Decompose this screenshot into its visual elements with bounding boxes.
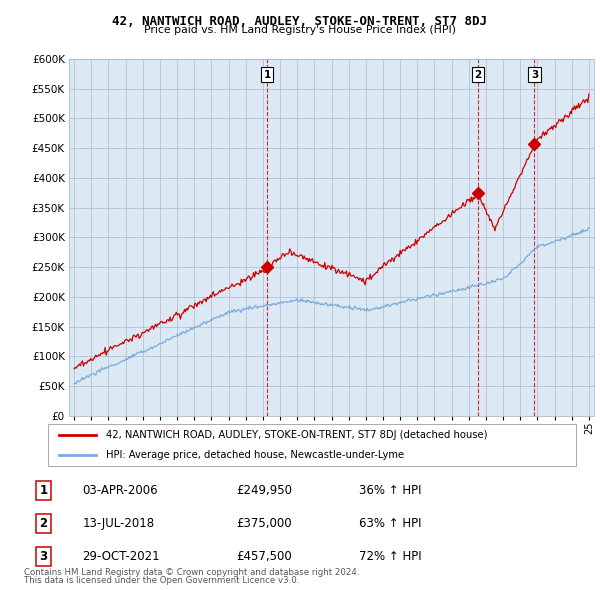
Text: £249,950: £249,950 <box>236 484 292 497</box>
Text: 2: 2 <box>475 70 482 80</box>
Text: 29-OCT-2021: 29-OCT-2021 <box>83 550 160 563</box>
Text: Price paid vs. HM Land Registry's House Price Index (HPI): Price paid vs. HM Land Registry's House … <box>144 25 456 35</box>
Text: 63% ↑ HPI: 63% ↑ HPI <box>359 517 421 530</box>
Text: Contains HM Land Registry data © Crown copyright and database right 2024.: Contains HM Land Registry data © Crown c… <box>24 568 359 577</box>
Text: HPI: Average price, detached house, Newcastle-under-Lyme: HPI: Average price, detached house, Newc… <box>106 450 404 460</box>
Text: 72% ↑ HPI: 72% ↑ HPI <box>359 550 421 563</box>
Text: 2: 2 <box>40 517 47 530</box>
Text: This data is licensed under the Open Government Licence v3.0.: This data is licensed under the Open Gov… <box>24 576 299 585</box>
Text: £375,000: £375,000 <box>236 517 292 530</box>
Text: £457,500: £457,500 <box>236 550 292 563</box>
Text: 1: 1 <box>40 484 47 497</box>
Text: 42, NANTWICH ROAD, AUDLEY, STOKE-ON-TRENT, ST7 8DJ (detached house): 42, NANTWICH ROAD, AUDLEY, STOKE-ON-TREN… <box>106 430 488 440</box>
Text: 13-JUL-2018: 13-JUL-2018 <box>83 517 155 530</box>
Text: 3: 3 <box>531 70 538 80</box>
Text: 03-APR-2006: 03-APR-2006 <box>83 484 158 497</box>
Text: 3: 3 <box>40 550 47 563</box>
Text: 1: 1 <box>263 70 271 80</box>
Text: 36% ↑ HPI: 36% ↑ HPI <box>359 484 421 497</box>
Text: 42, NANTWICH ROAD, AUDLEY, STOKE-ON-TRENT, ST7 8DJ: 42, NANTWICH ROAD, AUDLEY, STOKE-ON-TREN… <box>113 15 487 28</box>
